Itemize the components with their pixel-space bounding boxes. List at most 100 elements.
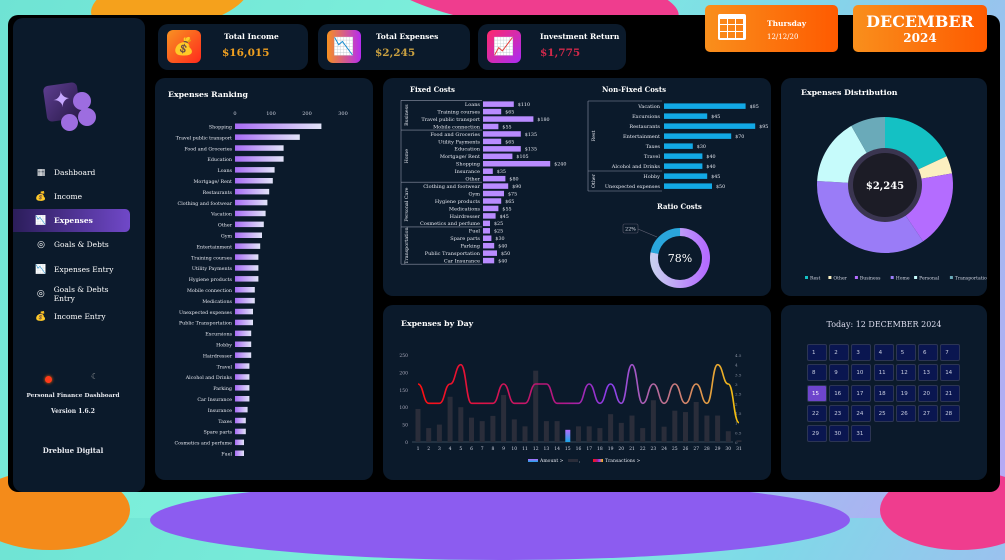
bar-label: Excursions <box>632 114 660 120</box>
day-bar <box>565 429 571 442</box>
calendar-day[interactable]: 5 <box>895 344 916 361</box>
bar-value-label: $135 <box>525 132 537 138</box>
bar-value-label: $40 <box>706 164 715 170</box>
fixed-costs-title: Fixed Costs <box>410 85 455 94</box>
cost-bar <box>483 161 551 167</box>
sidebar-item-expenses[interactable]: 📉 Expenses <box>13 209 130 232</box>
bar-label: Other <box>218 223 233 229</box>
bar-label: Shopping <box>209 125 232 131</box>
background-shape <box>150 480 850 560</box>
sidebar-item-income-entry[interactable]: 💰 Income Entry <box>13 305 130 328</box>
calendar-title: Today: 12 DECEMBER 2024 <box>826 320 942 329</box>
cost-bar <box>483 242 495 249</box>
non-fixed-costs-title: Non-Fixed Costs <box>602 85 667 94</box>
x-axis-tick: 1 <box>417 446 420 452</box>
ranking-bar <box>235 188 270 195</box>
calendar-day[interactable]: 15 <box>807 384 827 402</box>
bar-label: Insurance <box>455 169 480 175</box>
bar-label: Shopping <box>456 162 481 168</box>
calendar-day[interactable]: 7 <box>940 344 961 361</box>
sidebar-item-income[interactable]: 💰 Income <box>13 185 130 208</box>
bar-label: Gym <box>468 191 480 197</box>
y2-axis-tick: 1.5 <box>735 411 742 416</box>
calendar-day[interactable]: 31 <box>851 425 872 443</box>
calendar-day[interactable]: 25 <box>873 404 894 422</box>
calendar-day[interactable]: 19 <box>895 384 916 402</box>
ranking-bar <box>235 439 244 446</box>
x-axis-tick: 28 <box>704 446 710 452</box>
bar-label: Clothing and footwear <box>423 184 480 190</box>
sidebar-item-goals-debts-entry[interactable]: ◎ Goals & Debts Entry <box>13 282 130 305</box>
calendar-day[interactable]: 26 <box>895 404 916 422</box>
bar-label: Public Transportation <box>179 321 232 327</box>
calendar-day[interactable]: 17 <box>851 384 872 402</box>
bar-label: Medications <box>449 206 480 212</box>
calendar-day[interactable]: 29 <box>807 425 827 443</box>
ranking-bar <box>235 221 264 228</box>
app-version: Version 1.6.2 <box>51 408 95 415</box>
calendar-day[interactable]: 4 <box>873 344 894 361</box>
calendar-day[interactable]: 11 <box>873 364 894 382</box>
bar-label: Travel <box>217 364 233 370</box>
date: 12/12/20 <box>767 33 799 41</box>
bar-value-label: $40 <box>498 244 507 250</box>
bar-label: Vacation <box>210 212 232 218</box>
ranking-bar <box>235 352 252 358</box>
sidebar-item-expenses-entry[interactable]: 📉 Expenses Entry <box>13 258 130 281</box>
calendar-day[interactable]: 20 <box>918 384 938 402</box>
theme-toggle-moon-icon[interactable]: ☾ <box>91 372 99 381</box>
day-bar <box>522 426 528 442</box>
calendar-day[interactable]: 21 <box>940 384 961 402</box>
bar-label: Travel <box>644 154 660 160</box>
x-axis-tick: 27 <box>693 446 699 452</box>
cost-bar <box>483 131 521 137</box>
y-axis-tick: 250 <box>399 353 408 359</box>
sidebar-item-goals-debts[interactable]: ◎ Goals & Debts <box>13 233 130 256</box>
sidebar-item-label: Expenses <box>54 216 93 225</box>
legend-label: Transactions > <box>605 458 640 464</box>
bar-label: Alcohol and Drinks <box>611 164 661 170</box>
calendar-day[interactable]: 27 <box>918 404 938 422</box>
calendar-day[interactable]: 1 <box>807 344 827 361</box>
y2-axis-tick: 1 <box>735 421 738 426</box>
day-bar <box>704 415 710 442</box>
kpi-total-expenses: 📉 Total Expenses $2,245 <box>318 24 470 70</box>
group-label: Personal Care <box>404 187 410 221</box>
bar-value-label: $25 <box>494 229 503 235</box>
calendar-day[interactable]: 8 <box>807 364 827 382</box>
calendar-day[interactable]: 13 <box>918 364 938 382</box>
calendar-day[interactable]: 28 <box>940 404 961 422</box>
group-label: Rest <box>591 131 597 142</box>
bar-label: Hairdresser <box>203 353 233 359</box>
bar-label: Clothing and footwear <box>178 201 233 207</box>
calendar-day[interactable]: 14 <box>940 364 961 382</box>
bar-value-label: $55 <box>502 124 511 130</box>
calendar-day[interactable]: 22 <box>807 404 827 422</box>
bar-label: Restaurants <box>203 190 233 196</box>
x-axis-tick: 8 <box>491 446 494 452</box>
calendar-day[interactable]: 6 <box>918 344 938 361</box>
day-bar <box>436 424 442 442</box>
day-bar <box>608 414 614 442</box>
calendar-day[interactable]: 18 <box>873 384 894 402</box>
sidebar-item-dashboard[interactable]: ▦ Dashboard <box>13 161 130 184</box>
calendar-day[interactable]: 30 <box>829 425 850 443</box>
calendar-day[interactable]: 12 <box>895 364 916 382</box>
calendar-day[interactable]: 23 <box>829 404 850 422</box>
bar-value-label: $75 <box>508 191 517 197</box>
ranking-bar <box>235 167 275 173</box>
chart-down-icon: 📉 <box>35 215 47 226</box>
calendar-day[interactable]: 24 <box>851 404 872 422</box>
calendar-day[interactable]: 2 <box>829 344 850 361</box>
calendar-day[interactable]: 9 <box>829 364 850 382</box>
day-bar <box>683 412 688 442</box>
axis-tick-label: 200 <box>302 111 312 117</box>
day-bar <box>469 417 474 442</box>
calendar-day[interactable]: 3 <box>851 344 872 361</box>
calendar-day[interactable]: 16 <box>829 384 850 402</box>
bar-value-label: $110 <box>518 102 530 108</box>
sidebar-item-label: Goals & Debts <box>54 240 109 249</box>
day-bar <box>458 407 464 442</box>
bar-value-label: $65 <box>505 139 514 145</box>
calendar-day[interactable]: 10 <box>851 364 872 382</box>
